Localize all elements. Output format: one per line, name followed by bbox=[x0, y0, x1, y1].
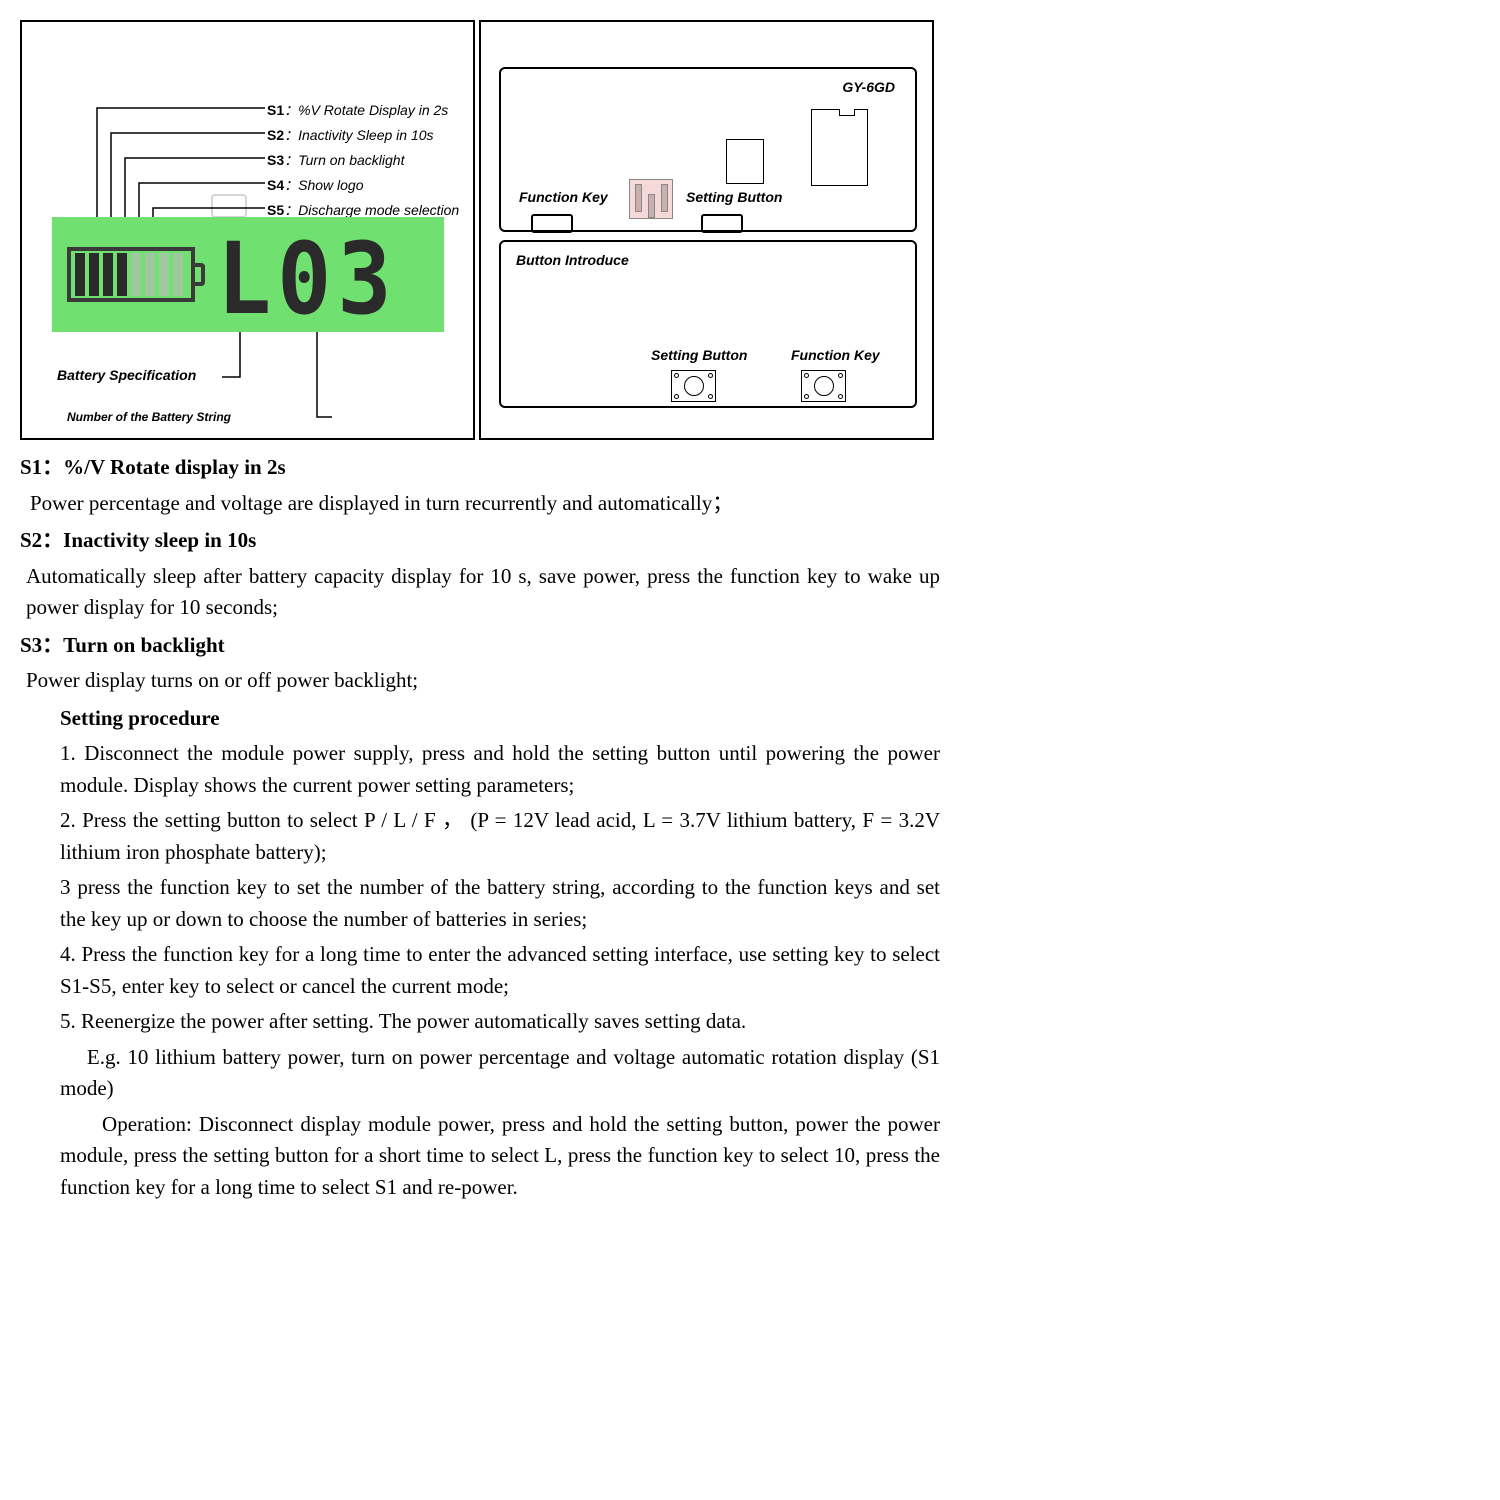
device-box-bottom: Button Introduce Setting Button Function… bbox=[499, 240, 917, 408]
device-box-top: GY-6GD Function Key Setting Button bbox=[499, 67, 917, 232]
diagram-right-panel: GY-6GD Function Key Setting Button Butto… bbox=[479, 20, 934, 440]
step-1: 1. Disconnect the module power supply, p… bbox=[60, 738, 940, 801]
function-key-label2: Function Key bbox=[791, 347, 880, 363]
s1-text: Power percentage and voltage are display… bbox=[20, 488, 940, 520]
content-body: S1：%/V Rotate display in 2s Power percen… bbox=[20, 452, 940, 1203]
pcb-button-left bbox=[671, 370, 716, 402]
pcb-button-right bbox=[801, 370, 846, 402]
step-3: 3 press the function key to set the numb… bbox=[60, 872, 940, 935]
battery-spec-label: Battery Specification bbox=[57, 367, 196, 383]
battery-icon bbox=[67, 247, 207, 302]
lcd-text: L03 bbox=[217, 222, 398, 338]
sd-card-icon bbox=[811, 109, 868, 186]
function-key-label: Function Key bbox=[519, 189, 608, 205]
s1-heading: S1：%/V Rotate display in 2s bbox=[20, 452, 940, 484]
setting-button-label2: Setting Button bbox=[651, 347, 747, 363]
button-introduce-label: Button Introduce bbox=[516, 252, 629, 268]
setting-procedure: Setting procedure 1. Disconnect the modu… bbox=[60, 703, 940, 1204]
diagram-left-panel: S1：%V Rotate Display in 2s S2：Inactivity… bbox=[20, 20, 475, 440]
step-5: 5. Reenergize the power after setting. T… bbox=[60, 1006, 940, 1038]
example-1: E.g. 10 lithium battery power, turn on p… bbox=[60, 1042, 940, 1105]
usb-port-right bbox=[701, 214, 743, 233]
s3-heading: S3：Turn on backlight bbox=[20, 630, 940, 662]
step-4: 4. Press the function key for a long tim… bbox=[60, 939, 940, 1002]
example-2: Operation: Disconnect display module pow… bbox=[60, 1109, 940, 1204]
setting-button-label: Setting Button bbox=[686, 189, 782, 205]
s2-text: Automatically sleep after battery capaci… bbox=[20, 561, 940, 624]
blank-rect bbox=[726, 139, 764, 184]
model-label: GY-6GD bbox=[842, 79, 895, 95]
connector-icon bbox=[629, 179, 673, 219]
s2-heading: S2：Inactivity sleep in 10s bbox=[20, 525, 940, 557]
step-2: 2. Press the setting button to select P … bbox=[60, 805, 940, 868]
usb-port-left bbox=[531, 214, 573, 233]
procedure-heading: Setting procedure bbox=[60, 703, 940, 735]
battery-string-label: Number of the Battery String bbox=[67, 410, 231, 424]
s3-text: Power display turns on or off power back… bbox=[20, 665, 940, 697]
